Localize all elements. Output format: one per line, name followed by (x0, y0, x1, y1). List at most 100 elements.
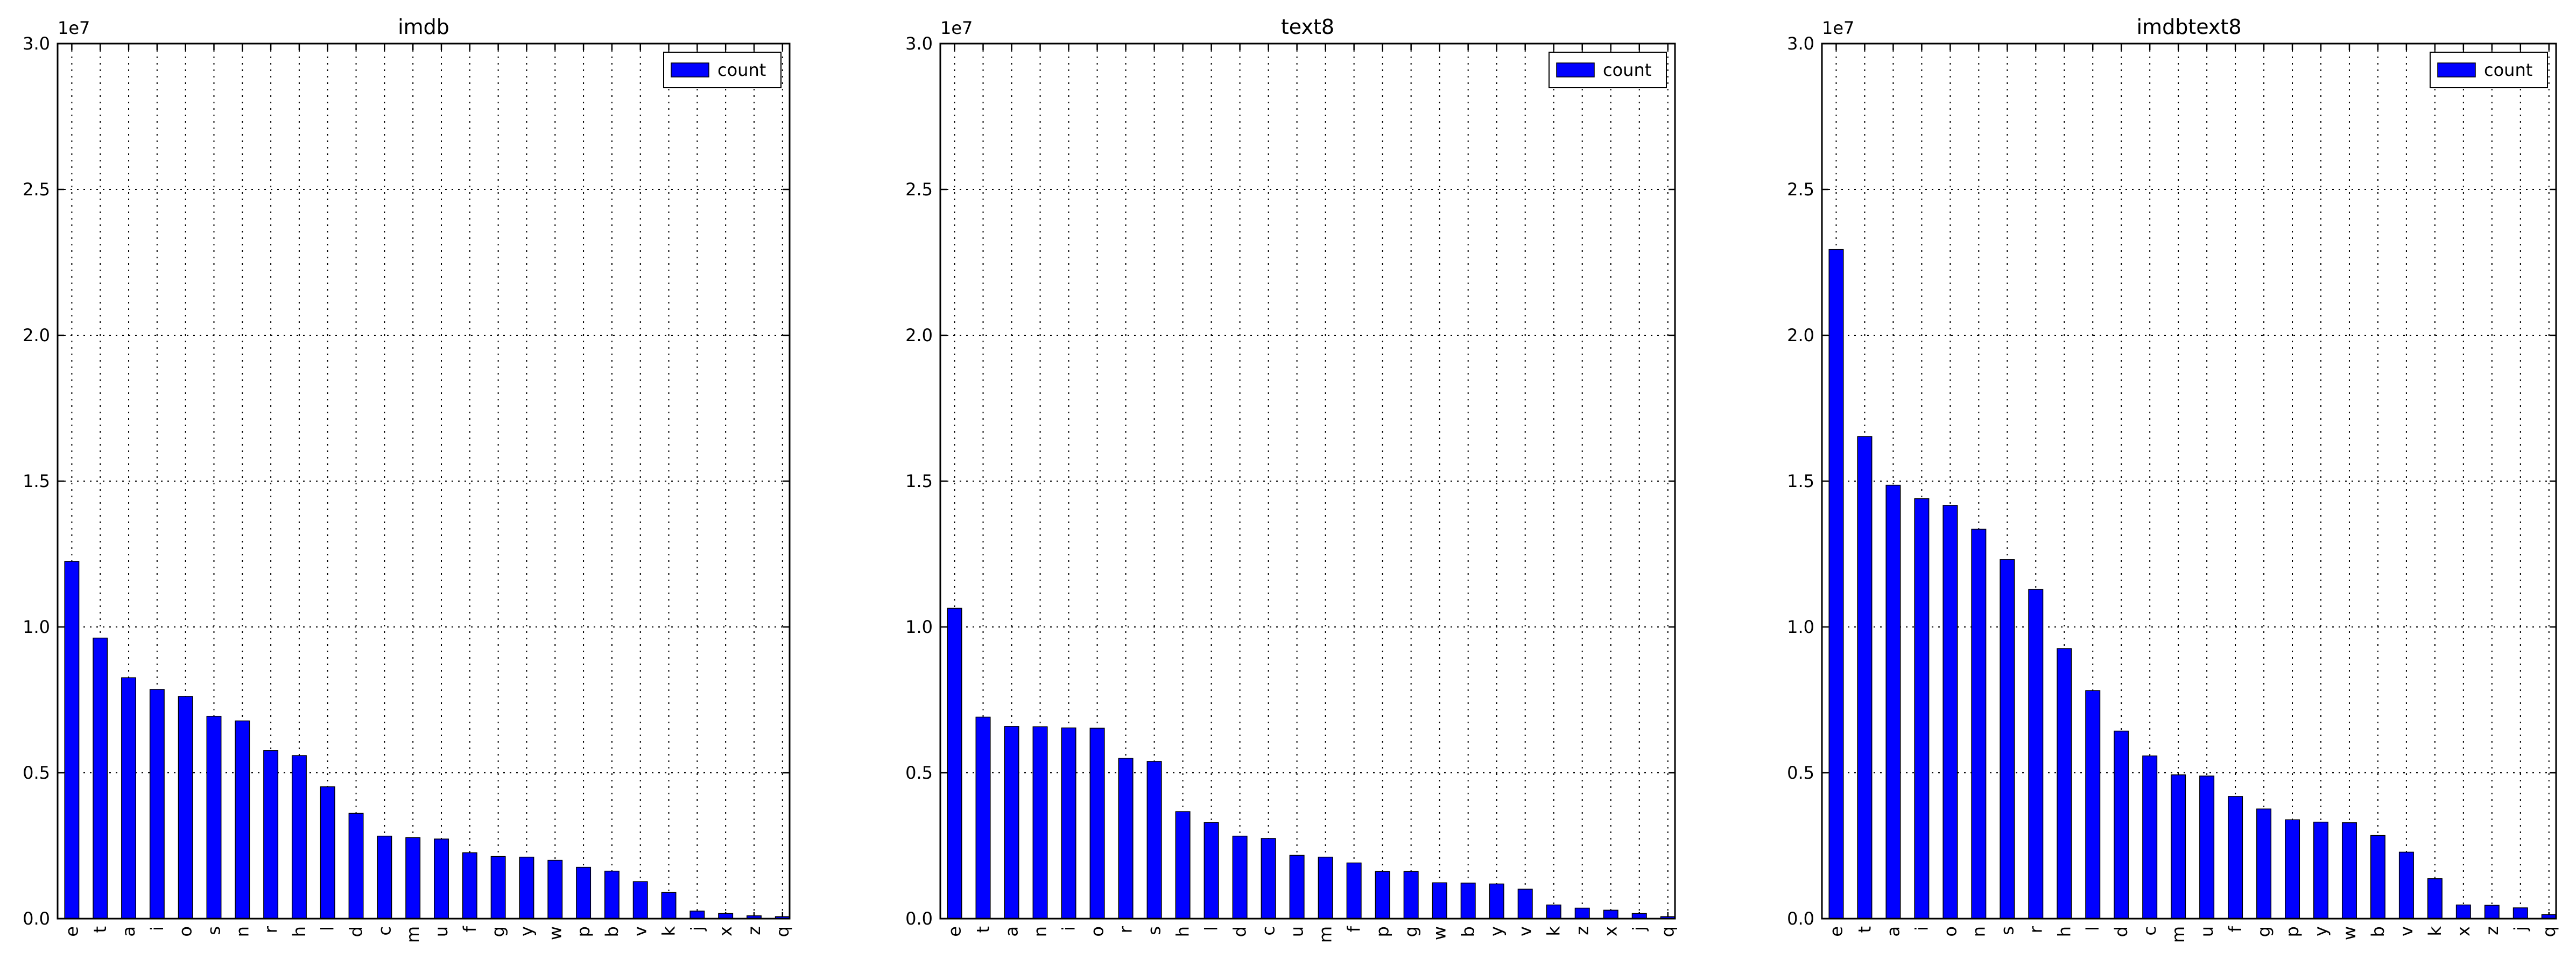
x-tick-label: m (2168, 926, 2188, 943)
x-tick-label: m (403, 926, 423, 943)
bar-k (661, 892, 677, 919)
x-tick-label: i (1059, 926, 1079, 931)
x-tick-label: e (1826, 926, 1846, 937)
bar-z (2484, 905, 2500, 919)
bar-p (1375, 871, 1390, 919)
chart-title: text8 (1281, 15, 1334, 39)
bar-n (1971, 528, 1987, 919)
legend-label: count (2484, 60, 2532, 80)
x-tick-label: q (2539, 926, 2559, 937)
bar-f (462, 852, 477, 919)
x-tick-label: m (1315, 926, 1336, 943)
legend-label: count (1603, 60, 1651, 80)
bar-c (2142, 755, 2158, 919)
bar-f (1346, 862, 1362, 919)
bar-l (320, 786, 335, 919)
x-tick-label: a (1002, 926, 1022, 937)
x-tick-label: n (1030, 926, 1051, 937)
x-tick-label: p (2282, 926, 2303, 937)
bar-c (377, 835, 392, 919)
y-offset-label: 1e7 (1822, 18, 1854, 38)
x-tick-label: w (1430, 926, 1450, 940)
x-tick-label: b (602, 926, 622, 937)
x-tick-label: a (1883, 926, 1903, 937)
x-tick-label: u (1287, 926, 1307, 937)
x-tick-label: s (1144, 926, 1165, 935)
bar-v (2398, 851, 2414, 919)
x-tick-label: j (2510, 926, 2531, 932)
y-tick-label: 0.5 (905, 763, 933, 783)
y-tick-label: 2.0 (905, 325, 933, 345)
chart-title: imdbtext8 (2137, 15, 2242, 39)
x-tick-label: v (1515, 926, 1536, 936)
bar-t (975, 716, 991, 919)
bar-k (2427, 878, 2443, 919)
bar-m (1318, 856, 1333, 919)
plot-frame (1821, 43, 2557, 920)
bar-r (2028, 589, 2044, 919)
x-tick-label: f (2225, 926, 2246, 932)
y-tick-label: 0.0 (23, 908, 50, 929)
bar-y (519, 856, 534, 919)
bar-s (1146, 761, 1162, 919)
y-tick-label: 3.0 (23, 33, 50, 54)
bar-x (2455, 904, 2471, 919)
x-tick-label: a (118, 926, 139, 937)
x-tick-label: k (1544, 926, 1564, 936)
bar-m (2171, 774, 2186, 919)
bar-w (547, 859, 563, 919)
bar-g (1403, 871, 1419, 919)
bar-o (178, 696, 193, 919)
x-tick-label: k (659, 926, 679, 936)
bar-u (1289, 855, 1305, 919)
bar-x (1603, 909, 1618, 919)
y-tick-label: 1.0 (905, 617, 933, 637)
x-tick-label: c (374, 926, 395, 936)
bar-k (1546, 904, 1561, 919)
y-offset-label: 1e7 (58, 18, 90, 38)
y-tick-label: 1.5 (905, 471, 933, 491)
y-tick-label: 2.0 (1787, 325, 1814, 345)
x-tick-label: s (203, 926, 224, 935)
x-tick-label: r (261, 926, 281, 933)
bar-h (291, 755, 307, 919)
x-tick-label: s (1997, 926, 2017, 935)
x-tick-label: y (1487, 926, 1507, 936)
bar-i (1061, 727, 1076, 919)
x-tick-label: c (1258, 926, 1279, 936)
x-tick-label: l (1201, 926, 1222, 931)
y-tick-label: 0.0 (905, 908, 933, 929)
bar-h (1175, 811, 1191, 919)
x-tick-label: o (1087, 926, 1108, 937)
x-tick-label: f (460, 926, 480, 932)
x-tick-label: k (2425, 926, 2445, 936)
bar-u (2199, 775, 2215, 919)
x-tick-label: b (1458, 926, 1479, 937)
chart-panel-2: 0.0 0.5 1.0 1.5 2.0 2.5 3.0 e t a n i o r s h l d c u m f p g w b… (905, 15, 1678, 943)
x-tick-label: q (772, 926, 793, 937)
bar-i (149, 689, 165, 919)
bar-e (1828, 249, 1844, 919)
x-tick-label: o (175, 926, 196, 937)
x-tick-label: j (687, 926, 707, 932)
legend-swatch (671, 62, 709, 77)
bar-f (2228, 796, 2243, 919)
bar-j (2512, 907, 2528, 919)
y-tick-label: 2.0 (23, 325, 50, 345)
y-tick-label: 1.5 (1787, 471, 1814, 491)
bar-h (2057, 648, 2072, 919)
x-tick-label: e (945, 926, 965, 937)
x-tick-label: g (488, 926, 509, 937)
y-offset-label: 1e7 (940, 18, 973, 38)
bar-d (348, 813, 364, 919)
x-tick-label: t (1854, 926, 1875, 933)
x-tick-label: x (715, 926, 736, 936)
y-tick-label: 1.0 (23, 617, 50, 637)
x-tick-label: c (2139, 926, 2160, 936)
y-tick-label: 1.0 (1787, 617, 1814, 637)
x-tick-label: z (1572, 926, 1593, 935)
x-tick-label: b (2368, 926, 2388, 937)
x-tick-label: x (2453, 926, 2474, 936)
bar-v (1517, 889, 1533, 919)
